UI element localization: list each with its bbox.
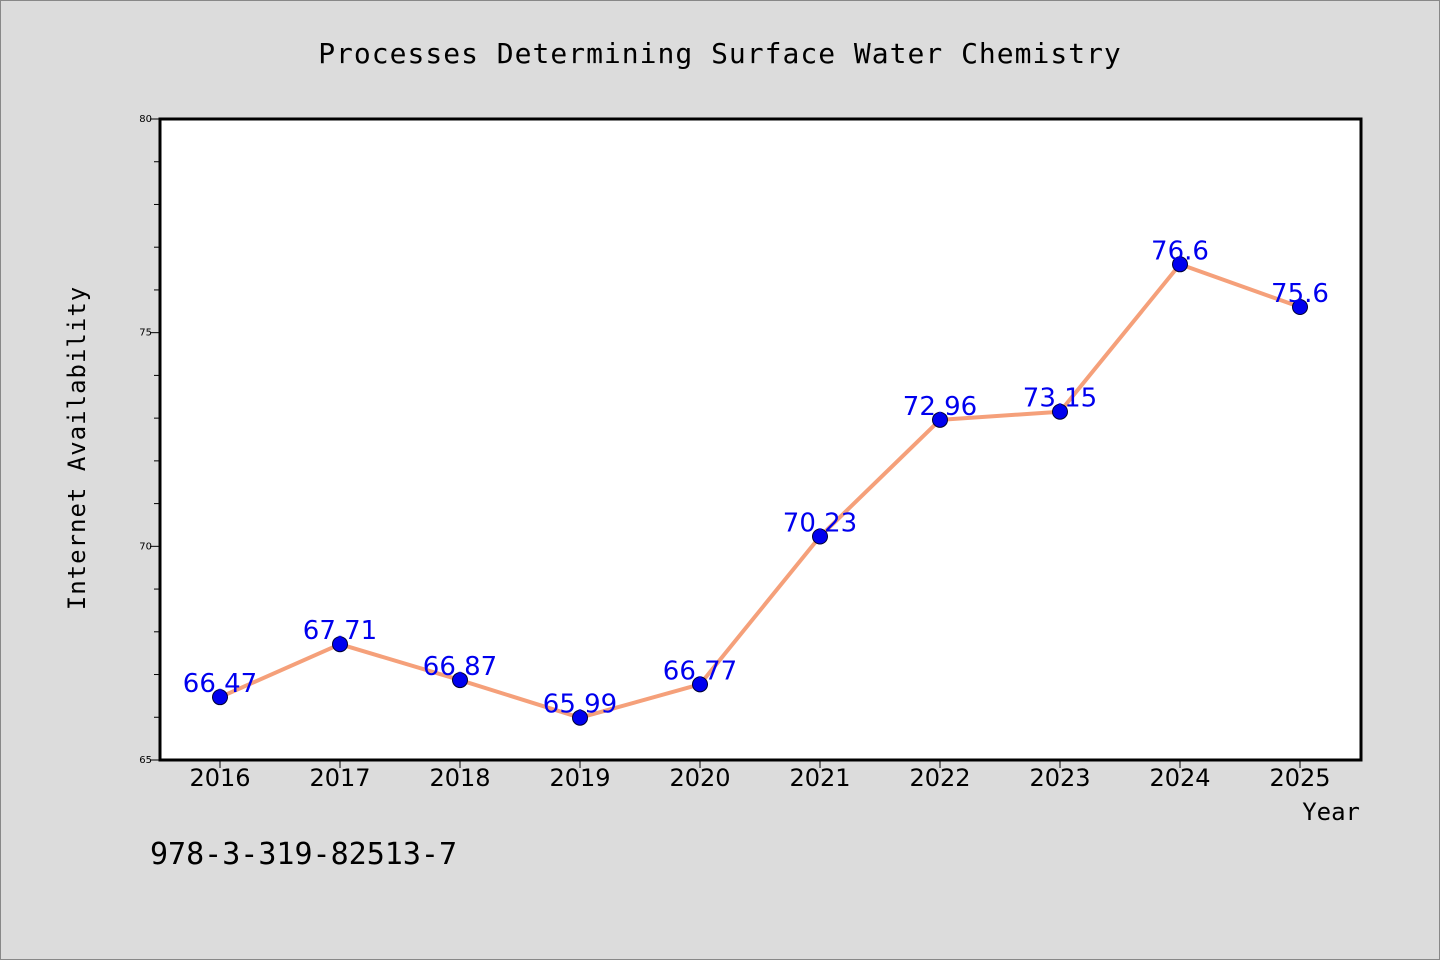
data-point-marker (1292, 299, 1308, 316)
plot-area (160, 119, 1361, 760)
plot-frame (158, 117, 1363, 762)
x-tick-label: 2022 (909, 764, 970, 792)
series-markers (212, 256, 1308, 726)
data-point-marker (692, 676, 708, 693)
data-point-marker (932, 411, 948, 428)
data-label: 66.47 (183, 669, 257, 699)
y-tick-label: 70 (139, 541, 152, 552)
y-axis-label: Internet Availability (63, 286, 91, 610)
data-point-marker (572, 709, 588, 726)
data-point-marker (212, 689, 228, 706)
x-tick-label: 2020 (669, 764, 730, 792)
data-label: 66.77 (663, 656, 737, 686)
data-point-marker (452, 672, 468, 689)
data-point-marker (1052, 403, 1068, 420)
x-tick-label: 2021 (789, 764, 850, 792)
x-tick-label: 2017 (309, 764, 370, 792)
data-label: 73.15 (1023, 384, 1097, 414)
x-axis-label: Year (1302, 798, 1360, 826)
y-tick-label: 65 (139, 755, 152, 766)
y-tick-label: 80 (139, 114, 152, 125)
data-label: 67.71 (303, 616, 377, 646)
data-label: 76.6 (1151, 236, 1209, 266)
isbn-annotation: 978-3-319-82513-7 (150, 837, 457, 872)
x-tick-label: 2023 (1029, 764, 1090, 792)
data-label: 72.96 (903, 392, 977, 422)
series-line (219, 262, 1301, 720)
data-label: 65.99 (543, 690, 617, 720)
x-tick-label: 2016 (189, 764, 250, 792)
x-tick-label: 2019 (549, 764, 610, 792)
data-point-marker (332, 636, 348, 653)
y-tick-label: 75 (139, 328, 152, 339)
data-labels: 66.47 67.71 66.87 65.99 66.77 70.23 72.96 73.15… (183, 236, 1329, 719)
x-tick-label: 2018 (429, 764, 490, 792)
chart-title: Processes Determining Surface Water Chem… (318, 37, 1122, 70)
data-point-marker (812, 528, 828, 545)
data-label: 66.87 (423, 652, 497, 682)
x-tick-label: 2025 (1269, 764, 1330, 792)
data-label: 70.23 (783, 509, 857, 539)
data-point-marker (1172, 256, 1188, 273)
data-label: 75.6 (1271, 279, 1329, 309)
x-axis-ticks: 2016 2017 2018 2019 2020 2021 2022 2023 2024 2025 (189, 760, 1331, 792)
x-tick-label: 2024 (1149, 764, 1210, 792)
